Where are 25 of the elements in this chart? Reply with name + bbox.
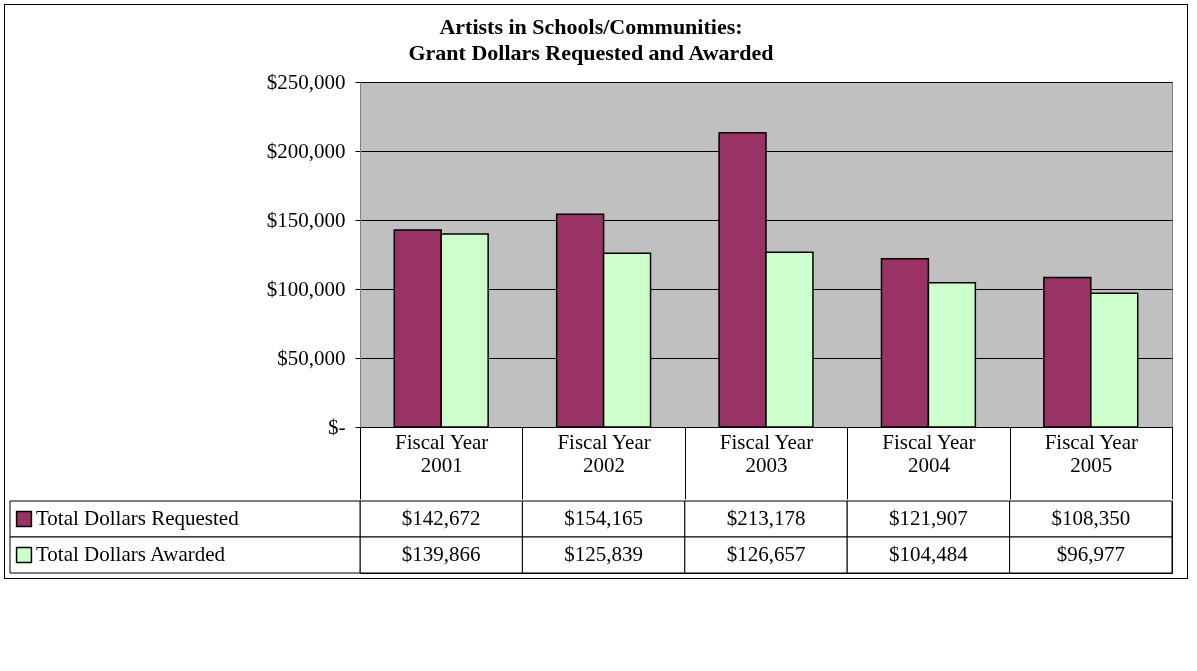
data-label: $139,866 bbox=[401, 542, 481, 566]
y-tick-label: $100,000 bbox=[266, 276, 346, 301]
data-label: $213,178 bbox=[726, 506, 806, 530]
x-tick-label: Fiscal Year 2001 bbox=[395, 429, 489, 477]
data-label: $96,977 bbox=[1056, 542, 1125, 566]
data-label: $104,484 bbox=[889, 542, 969, 566]
data-label: $121,907 bbox=[889, 506, 968, 530]
chart-title: Artists in Schools/Communities: bbox=[439, 13, 743, 39]
data-label: $154,165 bbox=[564, 506, 643, 530]
y-tick-label: $200,000 bbox=[266, 138, 346, 163]
data-label: $108,350 bbox=[1051, 506, 1131, 530]
data-label: $126,657 bbox=[726, 542, 806, 566]
y-tick-label: $250,000 bbox=[266, 69, 346, 94]
y-tick-label: $- bbox=[328, 414, 346, 439]
x-tick-label: Fiscal Year 2004 bbox=[882, 429, 976, 477]
data-label: $142,672 bbox=[401, 506, 481, 530]
x-tick-label: Fiscal Year 2002 bbox=[557, 429, 651, 477]
chart-subtitle: Grant Dollars Requested and Awarded bbox=[408, 39, 774, 65]
x-tick-label: Fiscal Year 2005 bbox=[1044, 429, 1138, 477]
y-tick-label: $150,000 bbox=[266, 207, 346, 232]
legend-label: Total Dollars Requested bbox=[36, 506, 240, 530]
legend-label: Total Dollars Awarded bbox=[36, 542, 226, 566]
data-label: $125,839 bbox=[564, 542, 643, 566]
x-tick-label: Fiscal Year 2003 bbox=[719, 429, 814, 477]
y-tick-label: $50,000 bbox=[277, 345, 346, 370]
